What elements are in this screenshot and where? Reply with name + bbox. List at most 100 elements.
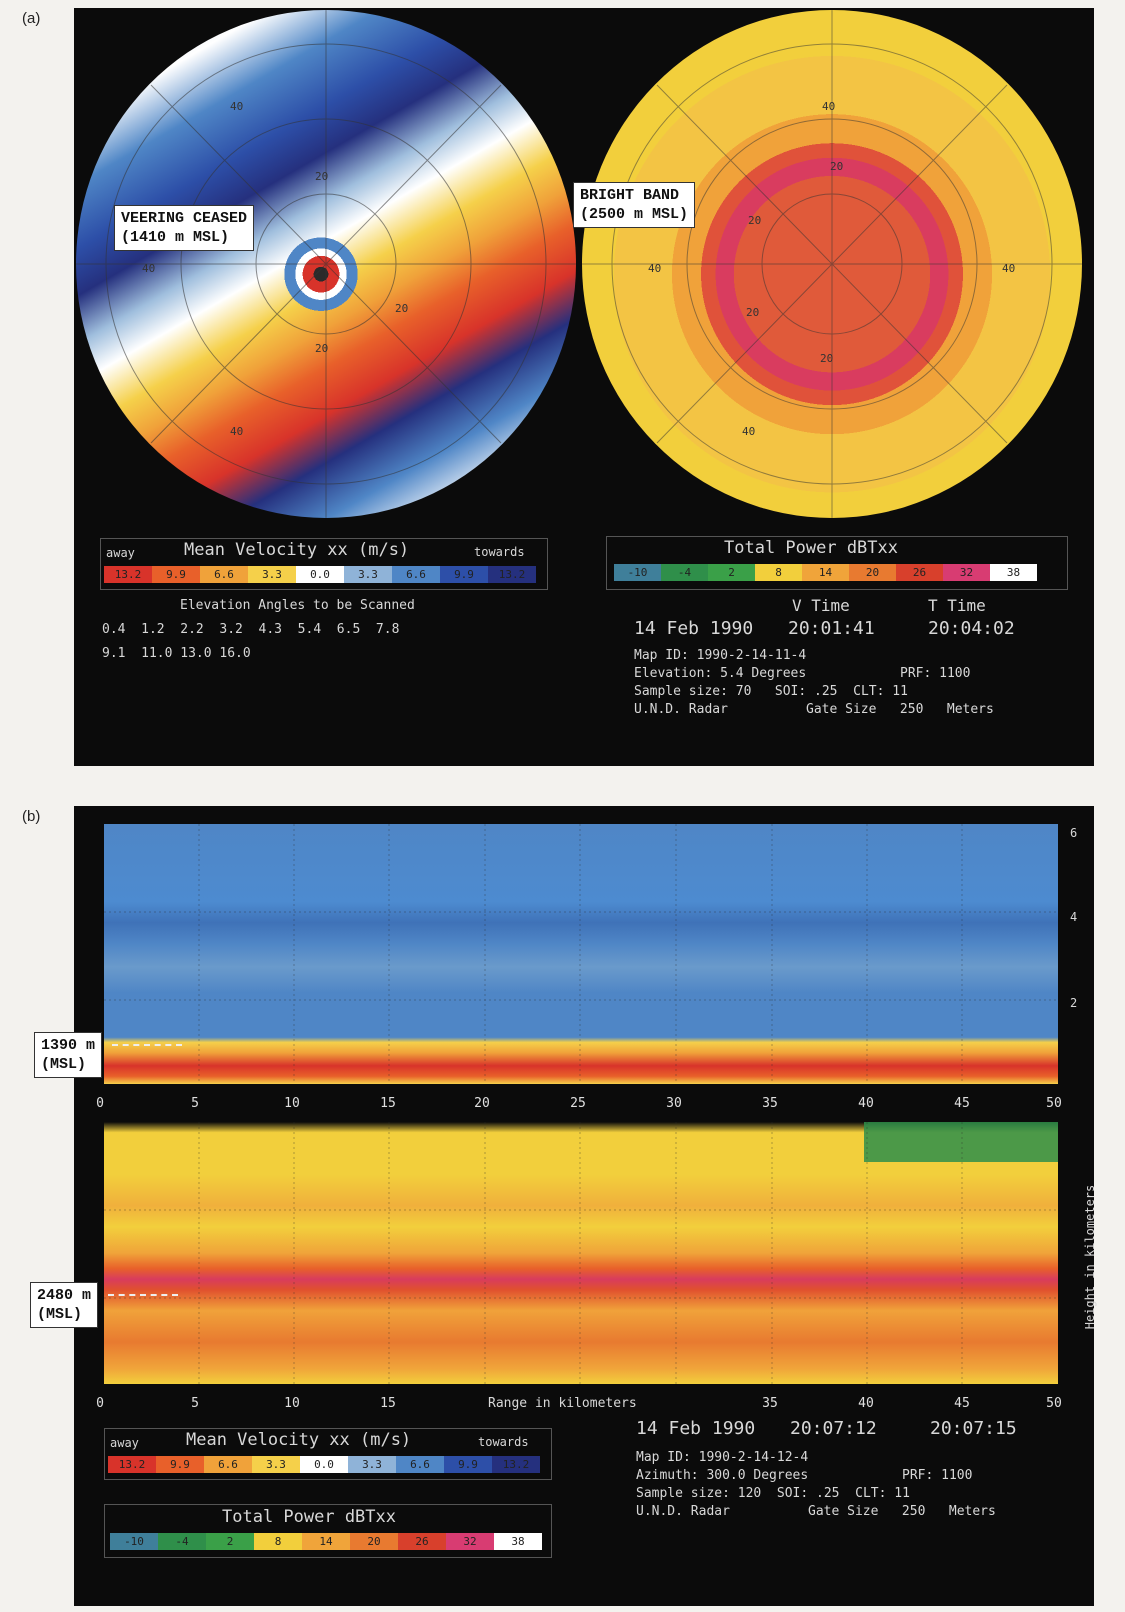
right-ring-label: 40 <box>742 425 756 438</box>
height-1390-annotation: 1390 m (MSL) <box>34 1032 103 1078</box>
power-rhi-grid <box>104 1122 1058 1384</box>
y-axis-label: Height in kilometers <box>1083 1184 1097 1330</box>
y-tick: 4 <box>1070 910 1078 924</box>
x-tick: 45 <box>954 1096 970 1111</box>
height-1390-leader <box>112 1044 182 1046</box>
x-tick: 40 <box>858 1396 874 1411</box>
v-time-value: 20:01:41 <box>788 618 875 639</box>
v-time-value-b: 20:07:12 <box>790 1418 877 1439</box>
x-tick: 5 <box>191 1096 199 1111</box>
height-1390-line2: (MSL) <box>41 1056 87 1073</box>
x-tick: 15 <box>380 1096 396 1111</box>
velocity-swatch: 6.6 <box>204 1456 252 1473</box>
x-axis-label: Range in kilometers <box>488 1396 637 1411</box>
left-ring-label: 20 <box>315 342 329 355</box>
velocity-swatch: 13.2 <box>104 566 152 583</box>
t-time-value: 20:04:02 <box>928 618 1015 639</box>
scan-row-1: 0.4 1.2 2.2 3.2 4.3 5.4 6.5 7.8 <box>102 622 400 637</box>
power-swatch: 20 <box>849 564 896 581</box>
power-swatches: -10 -4 2 8 14 20 26 32 38 <box>614 564 1037 581</box>
velocity-swatch: 13.2 <box>492 1456 540 1473</box>
x-tick: 40 <box>858 1096 874 1111</box>
v-time-label: V Time <box>792 596 850 615</box>
power-swatch: 14 <box>302 1533 350 1550</box>
elevation-info: Elevation: 5.4 Degrees <box>634 666 807 681</box>
velocity-swatch: 6.6 <box>200 566 248 583</box>
right-ring-label: 20 <box>746 306 760 319</box>
prf-info: PRF: 1100 <box>900 666 971 681</box>
height-2480-leader <box>108 1294 178 1296</box>
right-ring-label: 40 <box>1002 262 1016 275</box>
velocity-swatches-b: 13.2 9.9 6.6 3.3 0.0 3.3 6.6 9.9 13.2 <box>108 1456 540 1473</box>
velocity-swatch: 3.3 <box>344 566 392 583</box>
scan-date: 14 Feb 1990 <box>634 618 754 639</box>
velocity-swatch: 0.0 <box>296 566 344 583</box>
sample-info-b: Sample size: 120 SOI: .25 CLT: 11 <box>636 1486 910 1501</box>
left-ring-label: 40 <box>230 425 244 438</box>
velocity-swatches: 13.2 9.9 6.6 3.3 0.0 3.3 6.6 9.9 13.2 <box>104 566 536 583</box>
height-2480-annotation: 2480 m (MSL) <box>30 1282 99 1328</box>
power-legend-b <box>104 1504 552 1558</box>
right-ring-label: 40 <box>648 262 662 275</box>
power-swatch: 2 <box>708 564 755 581</box>
veering-ceased-line2: (1410 m MSL) <box>121 229 230 246</box>
scan-title: Elevation Angles to be Scanned <box>180 598 415 613</box>
left-ring-label: 40 <box>142 262 156 275</box>
x-tick: 0 <box>96 1396 104 1411</box>
panel-b-label: (b) <box>22 808 41 825</box>
velocity-legend-towards: towards <box>474 545 525 559</box>
power-swatch: -4 <box>661 564 708 581</box>
bright-band-annotation: BRIGHT BAND (2500 m MSL) <box>573 182 696 228</box>
height-1390-line1: 1390 m <box>41 1037 96 1054</box>
y-tick: 6 <box>1070 826 1078 840</box>
velocity-legend-b-towards: towards <box>478 1435 529 1449</box>
prf-info-b: PRF: 1100 <box>902 1468 973 1483</box>
bright-band-line2: (2500 m MSL) <box>580 206 689 223</box>
velocity-swatch: 6.6 <box>396 1456 444 1473</box>
veering-ceased-line1: VEERING CEASED <box>121 210 248 227</box>
power-swatch: -10 <box>110 1533 158 1550</box>
velocity-swatch: 3.3 <box>248 566 296 583</box>
power-swatches-b: -10 -4 2 8 14 20 26 32 38 <box>110 1533 542 1550</box>
velocity-swatch: 9.9 <box>156 1456 204 1473</box>
power-swatch: 32 <box>446 1533 494 1550</box>
t-time-value-b: 20:07:15 <box>930 1418 1017 1439</box>
x-tick: 50 <box>1046 1396 1062 1411</box>
gate-size-b: Gate Size 250 Meters <box>808 1504 996 1519</box>
power-range-rings <box>582 10 1082 518</box>
x-tick: 10 <box>284 1396 300 1411</box>
y-tick: 2 <box>1070 996 1078 1010</box>
radar-name-b: U.N.D. Radar <box>636 1504 730 1519</box>
velocity-legend-away: away <box>106 546 135 560</box>
velocity-swatch: 3.3 <box>252 1456 300 1473</box>
veering-ceased-annotation: VEERING CEASED (1410 m MSL) <box>114 205 255 251</box>
right-ring-label: 20 <box>830 160 844 173</box>
velocity-legend-b-title: Mean Velocity xx (m/s) <box>186 1430 412 1450</box>
power-legend-b-title: Total Power dBTxx <box>222 1507 396 1527</box>
velocity-legend-b-away: away <box>110 1436 139 1450</box>
x-tick: 35 <box>762 1096 778 1111</box>
velocity-legend <box>100 538 548 590</box>
map-id: Map ID: 1990-2-14-11-4 <box>634 648 807 663</box>
velocity-swatch: 6.6 <box>392 566 440 583</box>
panel-a-label: (a) <box>22 10 41 27</box>
power-swatch: -10 <box>614 564 661 581</box>
power-swatch: 26 <box>398 1533 446 1550</box>
velocity-swatch: 9.9 <box>440 566 488 583</box>
x-tick: 30 <box>666 1096 682 1111</box>
x-tick: 45 <box>954 1396 970 1411</box>
velocity-legend-title: Mean Velocity xx (m/s) <box>184 540 410 560</box>
power-swatch: 32 <box>943 564 990 581</box>
x-tick: 50 <box>1046 1096 1062 1111</box>
right-ring-label: 40 <box>822 100 836 113</box>
velocity-range-rings <box>76 10 576 518</box>
velocity-ppi-disk <box>76 10 576 518</box>
left-ring-label: 20 <box>315 170 329 183</box>
velocity-rhi-grid <box>104 824 1058 1084</box>
velocity-swatch: 9.9 <box>444 1456 492 1473</box>
velocity-swatch: 3.3 <box>348 1456 396 1473</box>
x-tick: 20 <box>474 1096 490 1111</box>
power-swatch: 14 <box>802 564 849 581</box>
x-tick: 0 <box>96 1096 104 1111</box>
power-swatch: 8 <box>254 1533 302 1550</box>
